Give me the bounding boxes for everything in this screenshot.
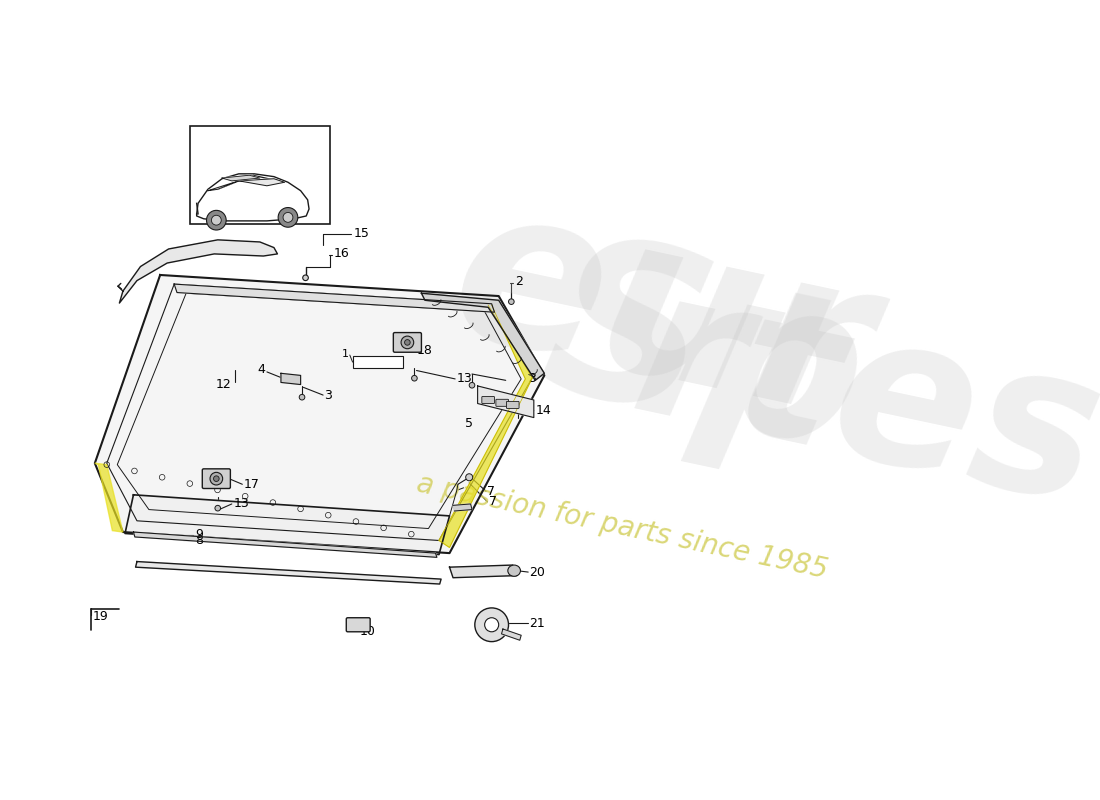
- Polygon shape: [453, 504, 472, 511]
- Polygon shape: [133, 532, 437, 558]
- Text: 7: 7: [487, 485, 495, 498]
- Polygon shape: [125, 495, 450, 554]
- Text: 8: 8: [196, 534, 204, 547]
- Text: Sp: Sp: [527, 220, 883, 496]
- Circle shape: [475, 608, 508, 642]
- Bar: [189, 126, 330, 225]
- Text: 4: 4: [257, 363, 265, 376]
- FancyBboxPatch shape: [482, 397, 495, 403]
- Text: 20: 20: [529, 566, 546, 578]
- Text: 2: 2: [355, 357, 363, 367]
- Text: rtes: rtes: [618, 253, 1100, 547]
- Text: a passion for parts since 1985: a passion for parts since 1985: [415, 469, 830, 584]
- Polygon shape: [95, 275, 544, 553]
- Polygon shape: [222, 175, 260, 181]
- Circle shape: [411, 375, 417, 381]
- Circle shape: [470, 382, 475, 388]
- Circle shape: [207, 210, 227, 230]
- Text: 7: 7: [488, 495, 497, 508]
- FancyBboxPatch shape: [394, 333, 421, 352]
- Text: 19: 19: [92, 610, 109, 623]
- Text: 3: 3: [324, 389, 332, 402]
- Circle shape: [508, 299, 514, 305]
- Text: 14: 14: [536, 404, 552, 417]
- Polygon shape: [477, 386, 534, 418]
- Circle shape: [485, 618, 498, 632]
- Text: 12: 12: [377, 357, 392, 367]
- Circle shape: [214, 506, 220, 511]
- Polygon shape: [280, 374, 300, 385]
- Text: 5: 5: [368, 357, 375, 367]
- Text: 12: 12: [216, 378, 232, 391]
- Text: 17: 17: [244, 478, 260, 490]
- Text: 16: 16: [333, 247, 350, 261]
- Polygon shape: [95, 463, 123, 532]
- Circle shape: [299, 394, 305, 400]
- Polygon shape: [239, 178, 285, 186]
- Circle shape: [302, 275, 308, 281]
- Circle shape: [278, 207, 298, 227]
- FancyBboxPatch shape: [202, 469, 230, 489]
- Circle shape: [465, 474, 473, 481]
- FancyBboxPatch shape: [496, 399, 508, 406]
- Ellipse shape: [508, 565, 520, 576]
- Polygon shape: [135, 562, 441, 584]
- FancyBboxPatch shape: [506, 402, 519, 409]
- Polygon shape: [120, 240, 277, 303]
- Bar: [353, 357, 404, 368]
- Text: 14: 14: [389, 357, 404, 367]
- Polygon shape: [502, 629, 521, 640]
- Circle shape: [213, 476, 219, 482]
- Text: 21: 21: [529, 617, 546, 630]
- Text: 13: 13: [233, 498, 249, 510]
- Text: 3: 3: [528, 373, 536, 386]
- Text: 15: 15: [353, 227, 370, 240]
- Circle shape: [405, 339, 410, 346]
- Text: 10: 10: [360, 626, 375, 638]
- Text: 13: 13: [456, 373, 472, 386]
- Polygon shape: [439, 305, 532, 547]
- Polygon shape: [450, 565, 517, 578]
- Text: 2: 2: [515, 275, 522, 289]
- Circle shape: [402, 336, 414, 349]
- Circle shape: [211, 215, 221, 225]
- Text: 5: 5: [465, 417, 473, 430]
- Text: 9: 9: [196, 528, 204, 542]
- Polygon shape: [421, 294, 544, 380]
- Polygon shape: [174, 284, 495, 312]
- Circle shape: [283, 213, 293, 222]
- FancyBboxPatch shape: [346, 618, 371, 632]
- Text: 1: 1: [342, 349, 349, 358]
- Text: 18: 18: [417, 344, 432, 358]
- Polygon shape: [208, 175, 253, 190]
- Text: eur: eur: [436, 167, 890, 464]
- Circle shape: [210, 472, 222, 485]
